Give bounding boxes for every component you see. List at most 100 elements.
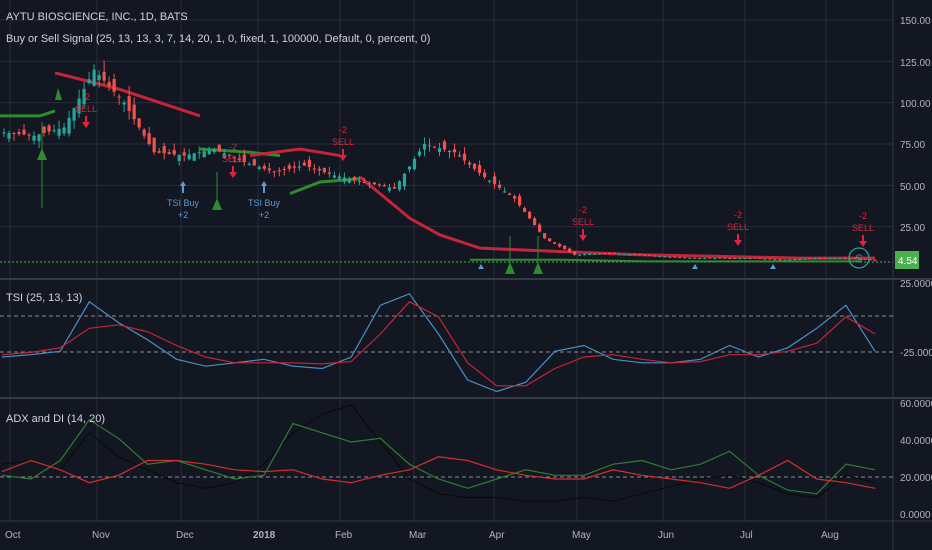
- candle-body: [142, 129, 146, 136]
- price-axis[interactable]: 150.00 125.00 100.00 75.00 50.00 25.00: [900, 16, 931, 234]
- candle-body: [848, 258, 852, 260]
- buy-arrow: [533, 262, 543, 274]
- candle-body: [743, 258, 747, 260]
- adx-axis[interactable]: 60.0000 40.0000 20.0000 0.0000: [900, 399, 932, 521]
- candle-body: [357, 180, 362, 182]
- candle-body: [132, 104, 136, 120]
- candle-body: [497, 184, 502, 188]
- sell-qty: -2: [579, 205, 587, 215]
- sell-signal: -2 SELL: [75, 92, 97, 128]
- candle-body: [22, 129, 26, 135]
- candle-body: [798, 258, 802, 260]
- time-label: Apr: [489, 530, 505, 541]
- candle-body: [663, 256, 667, 258]
- price-badge-label: 4.54: [898, 256, 918, 267]
- candle-body: [828, 258, 832, 260]
- candle-body: [643, 254, 647, 256]
- sell-arrow-head: [82, 122, 90, 128]
- sell-signal: -2 SELL: [727, 210, 749, 246]
- sell-arrow-head: [229, 172, 237, 178]
- candle-body: [723, 257, 727, 259]
- candle-body: [192, 153, 196, 161]
- candle-body: [472, 163, 477, 169]
- tsi-tick: -25.0000: [900, 348, 932, 359]
- sell-label: SELL: [852, 223, 874, 233]
- candle-body: [457, 155, 462, 157]
- candle-body: [382, 185, 387, 187]
- candle-body: [838, 258, 842, 260]
- candle-body: [462, 153, 467, 161]
- time-axis[interactable]: Oct Nov Dec 2018 Feb Mar Apr May Jun Jul Aug: [5, 530, 839, 541]
- tsi-line: [1, 293, 876, 393]
- candle-body: [853, 257, 857, 259]
- candle-body: [2, 132, 6, 134]
- candle-body: [708, 257, 712, 259]
- candle-body: [477, 165, 482, 173]
- tsi-axis[interactable]: 25.0000 -25.0000: [900, 279, 932, 359]
- candle-body: [277, 170, 281, 172]
- candle-body: [793, 259, 797, 261]
- candle-body: [703, 258, 707, 260]
- candle-body: [788, 259, 792, 261]
- candle-body: [77, 98, 81, 114]
- candle-body: [437, 148, 442, 153]
- candle-body: [362, 182, 367, 184]
- candle-body: [718, 257, 722, 259]
- candle-body: [863, 258, 867, 260]
- candle-body: [187, 154, 191, 160]
- tsi-buy-arrow-head: [261, 181, 267, 186]
- candle-body: [502, 191, 507, 193]
- buy-arrow: [55, 88, 62, 100]
- tsi-buy-signal: TSI Buy +2: [248, 181, 281, 220]
- sell-label: SELL: [222, 154, 244, 164]
- candle-body: [392, 187, 397, 189]
- adx-legend[interactable]: ADX and DI (14, 20): [6, 413, 106, 425]
- time-label: Aug: [821, 530, 839, 541]
- tsi-legend[interactable]: TSI (25, 13, 13): [6, 292, 83, 304]
- candle-body: [447, 150, 452, 153]
- candle-body: [487, 180, 492, 182]
- price-badge: [895, 251, 919, 269]
- sell-qty: -2: [859, 211, 867, 221]
- sell-qty: -2: [82, 92, 90, 102]
- candle-body: [287, 165, 291, 169]
- indicator-legend[interactable]: Buy or Sell Signal (25, 13, 13, 3, 7, 14…: [6, 33, 431, 45]
- candle-body: [588, 253, 592, 255]
- candle-body: [452, 149, 457, 153]
- candle-body: [808, 258, 812, 260]
- stop-line-green: [289, 177, 361, 195]
- candle-body: [698, 258, 702, 260]
- stop-line-green: [199, 147, 281, 158]
- adx-tick: 40.0000: [900, 436, 932, 447]
- sell-label: SELL: [572, 217, 594, 227]
- candle-body: [553, 242, 557, 244]
- candle-body: [27, 134, 31, 136]
- candle-body: [257, 167, 261, 170]
- candle-body: [758, 257, 762, 259]
- candle-body: [282, 168, 286, 170]
- candle-body: [422, 144, 427, 150]
- stop-line-red: [249, 147, 341, 158]
- symbol-title[interactable]: AYTU BIOSCIENCE, INC., 1D, BATS: [6, 11, 188, 23]
- candle-body: [387, 187, 392, 191]
- di-minus-line: [1, 456, 876, 489]
- candle-body: [778, 259, 782, 261]
- candle-body: [67, 117, 71, 134]
- candle-body: [618, 253, 622, 255]
- candle-body: [873, 259, 877, 261]
- time-label: Nov: [92, 530, 110, 541]
- stop-line-green: [470, 258, 860, 263]
- strategy-exit-marker: [848, 247, 870, 269]
- candle-body: [748, 257, 752, 259]
- sell-arrow-head: [339, 155, 347, 161]
- candle-body: [668, 256, 672, 258]
- strategy-exit-label: S: [855, 253, 862, 265]
- candle-body: [207, 150, 211, 155]
- sell-label: SELL: [75, 104, 97, 114]
- candle-body: [638, 254, 642, 256]
- candle-body: [292, 166, 296, 168]
- candle-body: [442, 141, 447, 150]
- candle-body: [302, 162, 306, 166]
- price-tick: 50.00: [900, 182, 925, 193]
- sell-qty: -2: [229, 142, 237, 152]
